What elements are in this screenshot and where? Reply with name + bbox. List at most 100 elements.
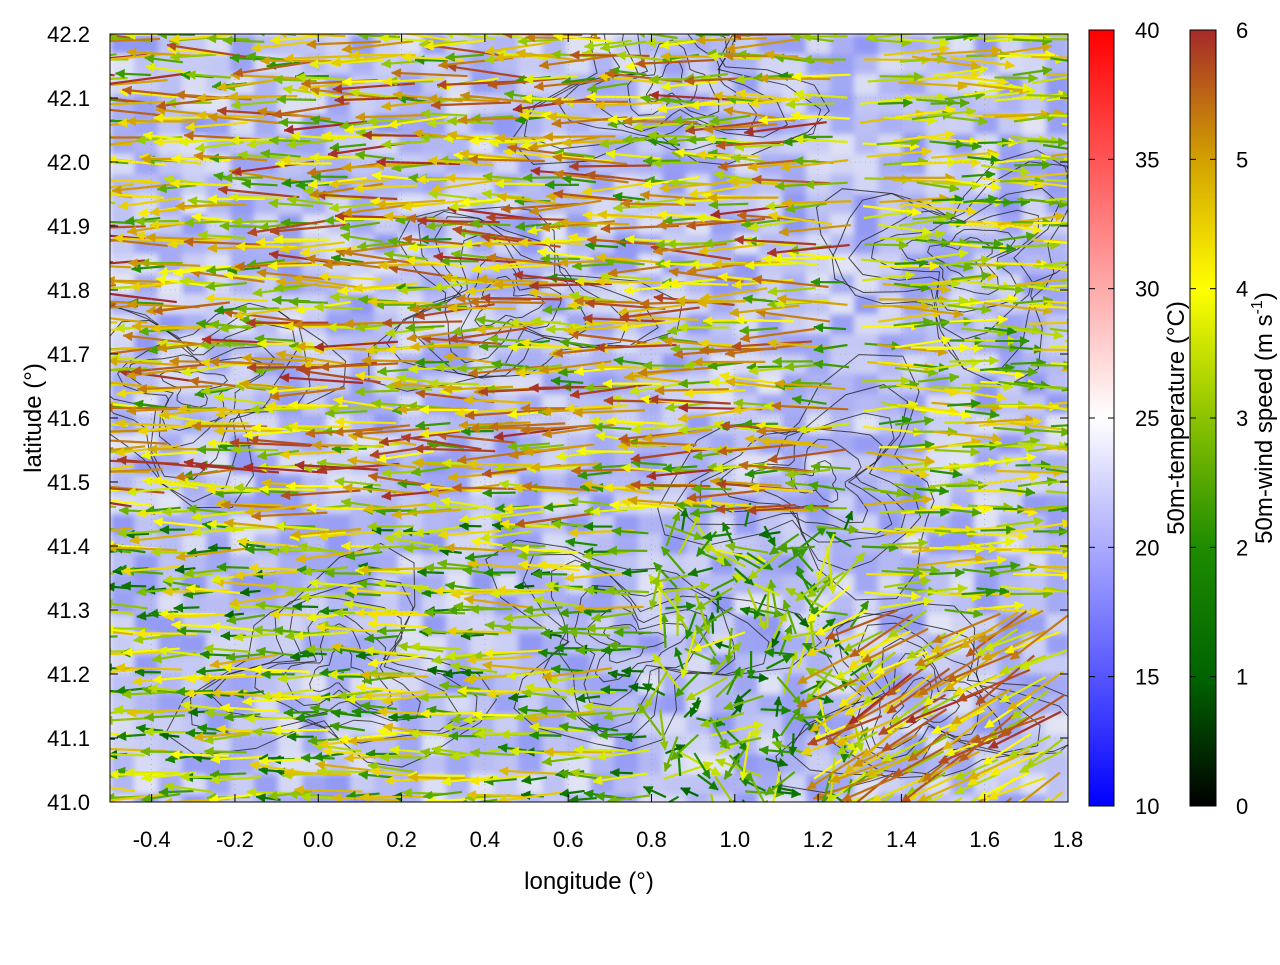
temperature-cell bbox=[854, 414, 879, 435]
temperature-cell bbox=[854, 54, 879, 75]
temperature-cell bbox=[854, 114, 879, 135]
colorbar-tick-label: 40 bbox=[1135, 18, 1159, 43]
x-tick-label: 0.6 bbox=[553, 827, 584, 852]
temperature-cell bbox=[638, 394, 663, 415]
temperature-cell bbox=[302, 474, 327, 495]
x-tick-label: 1.8 bbox=[1053, 827, 1084, 852]
wind-vector bbox=[324, 26, 361, 35]
temperature-cell bbox=[614, 234, 639, 255]
temperature-cell bbox=[302, 94, 327, 115]
colorbar-tick-label: 25 bbox=[1135, 406, 1159, 431]
temperature-cell bbox=[734, 434, 759, 455]
temperature-cell bbox=[878, 434, 903, 455]
temperature-cell bbox=[830, 194, 855, 215]
colorbar-tick-label: 30 bbox=[1135, 277, 1159, 302]
wind-vector bbox=[71, 499, 116, 508]
wind-vector bbox=[39, 448, 113, 462]
temperature-cell bbox=[566, 794, 591, 815]
y-tick-label: 41.9 bbox=[47, 214, 90, 239]
temperature-cell bbox=[974, 54, 999, 75]
wind-vector bbox=[33, 62, 115, 76]
temperature-cell bbox=[182, 594, 207, 615]
temperature-cell bbox=[158, 314, 183, 335]
temperature-cell bbox=[494, 494, 519, 515]
temperature-cell bbox=[206, 594, 231, 615]
temperature-cell bbox=[782, 794, 807, 815]
temperature-cell bbox=[830, 374, 855, 395]
temperature-cell bbox=[1046, 674, 1071, 695]
temperature-cell bbox=[854, 354, 879, 375]
x-tick-label: -0.2 bbox=[216, 827, 254, 852]
temperature-cell bbox=[686, 794, 711, 815]
temperature-cell bbox=[830, 314, 855, 335]
wind-vector bbox=[66, 648, 112, 657]
colorbar-tick-label: 6 bbox=[1236, 18, 1248, 43]
colorbar-tick-label: 5 bbox=[1236, 147, 1248, 172]
temperature-cell bbox=[830, 134, 855, 155]
wind-vector bbox=[67, 193, 115, 203]
y-tick-label: 41.3 bbox=[47, 598, 90, 623]
temperature-cell bbox=[806, 494, 831, 515]
temperature-cell bbox=[782, 354, 807, 375]
temperature-cell bbox=[926, 534, 951, 555]
y-axis-label: latitude (°) bbox=[20, 363, 47, 473]
temperature-cell bbox=[1046, 374, 1071, 395]
wind-vector bbox=[65, 692, 115, 702]
x-tick-label: 0.4 bbox=[470, 827, 501, 852]
temperature-cell bbox=[926, 614, 951, 635]
temperature-cell bbox=[830, 334, 855, 355]
temperature-cell bbox=[494, 94, 519, 115]
temperature-cell bbox=[134, 174, 159, 195]
temperature-cell bbox=[1046, 774, 1071, 795]
temperature-cell bbox=[494, 794, 519, 815]
wind-vector bbox=[1005, 798, 1050, 825]
temperature-cell bbox=[974, 514, 999, 535]
temperature-cell bbox=[854, 154, 879, 175]
temperature-cell bbox=[350, 454, 375, 475]
y-tick-label: 41.6 bbox=[47, 406, 90, 431]
temperature-cell bbox=[254, 734, 279, 755]
wind-vector bbox=[72, 522, 115, 531]
colorbar-tick-label: 10 bbox=[1135, 794, 1159, 819]
temperature-cell bbox=[542, 794, 567, 815]
x-tick-label: -0.4 bbox=[133, 827, 171, 852]
wind-vector bbox=[63, 708, 111, 717]
wind-vector bbox=[34, 118, 115, 127]
temperature-cell bbox=[806, 394, 831, 415]
x-axis-label: longitude (°) bbox=[524, 868, 654, 895]
temperature-cell bbox=[278, 794, 303, 815]
y-tick-label: 41.0 bbox=[47, 790, 90, 815]
wind-vector bbox=[75, 458, 110, 467]
temperature-cell bbox=[854, 314, 879, 335]
temperature-cell bbox=[806, 334, 831, 355]
temperature-cell bbox=[830, 214, 855, 235]
temperature-cell bbox=[1022, 794, 1047, 815]
temperature-cell bbox=[950, 794, 975, 815]
wind-vector bbox=[51, 392, 118, 404]
colorbar-tick-label: 35 bbox=[1135, 147, 1159, 172]
temperature-cell bbox=[422, 314, 447, 335]
y-tick-label: 42.1 bbox=[47, 86, 90, 111]
wind-vector bbox=[67, 177, 110, 186]
temperature-cell bbox=[1046, 594, 1071, 615]
temperature-colorbar-label: 50m-temperature (°C) bbox=[1163, 301, 1190, 535]
y-tick-label: 42.2 bbox=[47, 22, 90, 47]
wind-vector bbox=[39, 304, 117, 314]
temperature-cell bbox=[830, 554, 855, 575]
temperature-cell bbox=[230, 34, 255, 55]
temperature-cell bbox=[806, 294, 831, 315]
y-tick-label: 41.7 bbox=[47, 342, 90, 367]
temperature-cell bbox=[470, 694, 495, 715]
temperature-cell bbox=[614, 714, 639, 735]
temperature-cell bbox=[182, 794, 207, 815]
wind-label-sup: -1 bbox=[1249, 300, 1266, 314]
wind-vector bbox=[67, 566, 115, 575]
temperature-cell bbox=[710, 314, 735, 335]
temperature-cell bbox=[854, 74, 879, 95]
temperature-cell bbox=[638, 754, 663, 775]
temperature-cell bbox=[950, 574, 975, 595]
temperature-cell bbox=[662, 694, 687, 715]
